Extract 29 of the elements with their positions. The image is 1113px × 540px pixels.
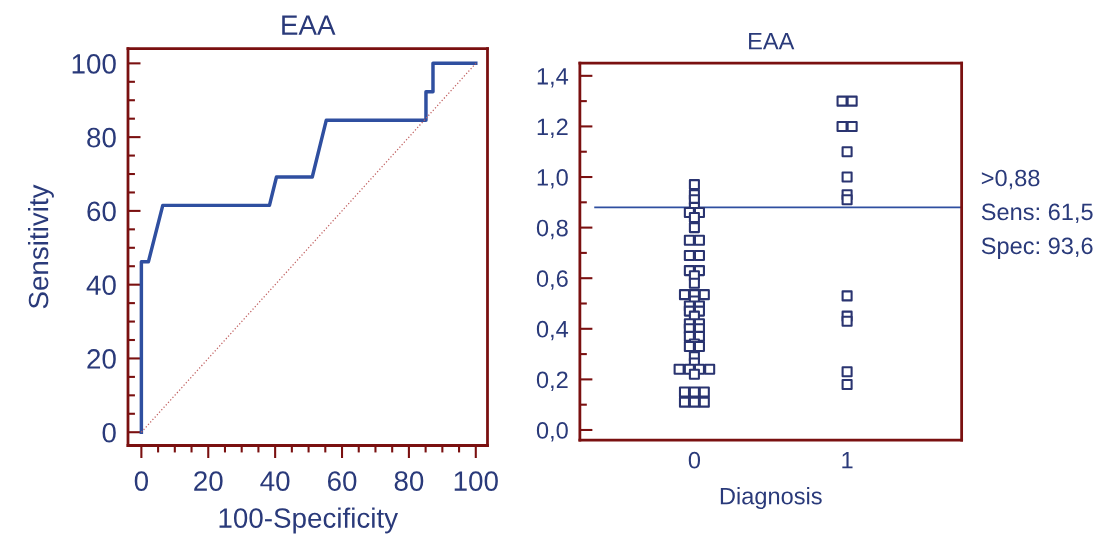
y-tick-label: 60: [87, 201, 116, 222]
y-tick-label: 20: [87, 349, 116, 369]
y-tick-label: 1,2: [537, 118, 568, 138]
x-axis-title: Diagnosis: [720, 487, 822, 510]
y-tick-label: 0,0: [536, 422, 568, 442]
y-tick-label: 0,2: [536, 371, 568, 391]
x-tick-label: 60: [327, 471, 357, 491]
x-axis-title: 100-Specificity: [219, 507, 399, 534]
y-tick-label: 0: [102, 422, 116, 443]
x-tick-label: 1: [842, 452, 853, 469]
x-tick-label: 20: [194, 471, 223, 491]
chart-title: EAA: [749, 33, 795, 50]
y-tick-label: 40: [86, 275, 116, 296]
chart-title: EAA: [282, 15, 336, 35]
ref-line-label: >0,88: [981, 169, 1040, 190]
y-tick-label: 100: [72, 54, 116, 74]
y-axis-title: Sensitivity: [27, 184, 54, 309]
x-tick-label: 100: [454, 471, 498, 491]
text: Spec: 93,6: [981, 237, 1093, 259]
y-tick-label: 1,0: [537, 169, 568, 189]
y-tick-label: 0,4: [536, 320, 569, 341]
y-tick-label: 1,4: [537, 68, 569, 88]
x-tick-label: 0: [134, 471, 149, 491]
y-tick-label: 80: [87, 127, 116, 148]
y-tick-label: 0,6: [536, 270, 568, 290]
text: Sens: 61,5: [981, 203, 1093, 224]
x-tick-label: 40: [260, 471, 290, 491]
x-tick-label: 80: [394, 471, 424, 491]
y-tick-label: 0,8: [536, 219, 568, 240]
